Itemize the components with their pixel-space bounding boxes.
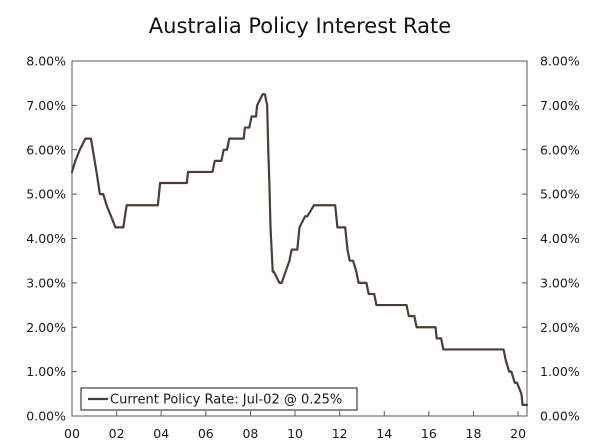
- series-layer: [70, 93, 529, 407]
- x-tick-label: 08: [242, 426, 258, 440]
- y-tick-label-right: 3.00%: [540, 275, 580, 290]
- x-tick-label: 12: [332, 426, 348, 440]
- y-tick-label-left: 3.00%: [26, 275, 66, 290]
- legend: Current Policy Rate: Jul-02 @ 0.25%: [80, 387, 358, 411]
- y-tick-label-left: 7.00%: [26, 98, 66, 113]
- y-tick-label-right: 6.00%: [540, 142, 580, 157]
- x-tick-label: 14: [376, 426, 392, 440]
- x-tick-label: 00: [64, 426, 80, 440]
- legend-box: [80, 387, 358, 411]
- axis-layer: 0.00% 0.00% 1.00% 1.00% 2.00% 2.00% 3.00% 3.00%…: [26, 54, 580, 440]
- y-tick-label-left: 0.00%: [26, 409, 66, 424]
- y-tick-label-right: 7.00%: [540, 98, 580, 113]
- y-tick-label-left: 8.00%: [26, 54, 66, 69]
- x-tick-label: 10: [287, 426, 303, 440]
- y-tick-label-left: 6.00%: [26, 142, 66, 157]
- y-tick-label-right: 1.00%: [540, 364, 580, 379]
- x-tick-label: 18: [466, 426, 482, 440]
- y-tick-label-right: 0.00%: [540, 409, 580, 424]
- plot-area-frame: [71, 60, 528, 417]
- x-tick-label: 16: [421, 426, 437, 440]
- y-tick-label-left: 1.00%: [26, 364, 66, 379]
- x-tick-label: 02: [109, 426, 125, 440]
- y-tick-label-right: 8.00%: [540, 54, 580, 69]
- series-line-policy-rate: [70, 93, 529, 407]
- y-tick-label-right: 5.00%: [540, 187, 580, 202]
- chart-title: Australia Policy Interest Rate: [149, 14, 451, 38]
- x-tick-label: 04: [153, 426, 169, 440]
- x-tick-label: 06: [198, 426, 214, 440]
- y-tick-label-left: 5.00%: [26, 187, 66, 202]
- y-tick-label-right: 4.00%: [540, 231, 580, 246]
- x-tick-label: 20: [510, 426, 526, 440]
- y-tick-label-right: 2.00%: [540, 320, 580, 335]
- y-tick-label-left: 2.00%: [26, 320, 66, 335]
- y-tick-label-left: 4.00%: [26, 231, 66, 246]
- legend-label: Current Policy Rate: Jul-02 @ 0.25%: [110, 393, 342, 408]
